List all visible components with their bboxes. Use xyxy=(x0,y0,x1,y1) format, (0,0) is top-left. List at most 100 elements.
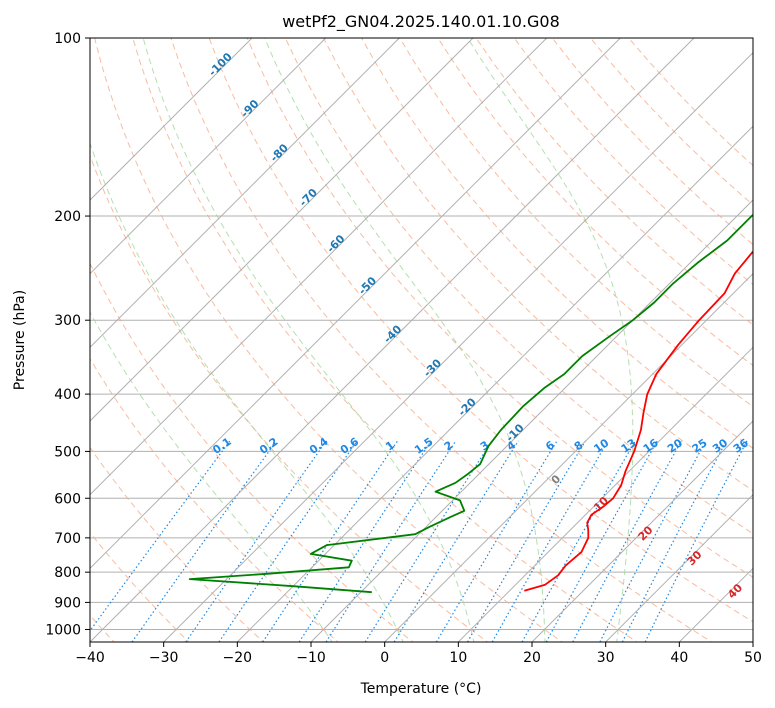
isotherm-line xyxy=(236,125,753,642)
grid-layer xyxy=(90,38,753,630)
dry-adiabat-line xyxy=(361,38,753,449)
isotherm-line xyxy=(457,346,753,642)
y-tick-label: 700 xyxy=(54,531,81,547)
mixing-ratio-line xyxy=(545,440,658,642)
mixing-ratio-label: 0.6 xyxy=(338,435,362,457)
dry-adiabat-line xyxy=(90,446,265,642)
dry-adiabat-line xyxy=(589,38,753,206)
dry-adiabat-line xyxy=(246,38,753,578)
mixing-ratio-line xyxy=(621,440,727,642)
mixing-ratio-label: 0.1 xyxy=(210,435,233,457)
mixing-ratio-line xyxy=(262,440,399,642)
mixing-ratio-label: 16 xyxy=(641,436,661,456)
moist-adiabat-line xyxy=(467,38,634,642)
isotherm-line xyxy=(605,493,753,642)
isotherm-label-warm: 40 xyxy=(725,581,745,601)
plot-frame xyxy=(89,37,754,643)
x-tick-label: −30 xyxy=(149,650,179,666)
dry-adiabat-line xyxy=(170,38,713,642)
dry-adiabat-line xyxy=(551,38,753,246)
isotherm-line xyxy=(384,272,753,642)
mixing-ratio-label: 36 xyxy=(731,436,751,456)
isotherm-label-warm: 30 xyxy=(685,548,705,568)
dry-adiabat-line xyxy=(208,38,753,623)
y-tick-label: 100 xyxy=(54,31,81,47)
x-tick-label: 50 xyxy=(744,650,762,666)
x-axis-label: Temperature (°C) xyxy=(360,681,482,697)
mixing-ratio-label: 20 xyxy=(665,436,685,456)
isotherms-layer xyxy=(90,38,753,642)
mixing-ratio-line xyxy=(644,440,748,642)
mixing-ratio-line xyxy=(90,440,231,632)
dry-adiabat-line xyxy=(475,38,753,326)
mixing-ratio-label: 25 xyxy=(690,436,710,455)
dewpoint-profile-line xyxy=(188,213,753,594)
y-tick-label: 900 xyxy=(54,595,81,611)
y-tick-label: 800 xyxy=(54,565,81,581)
dry-adiabat-line xyxy=(399,38,753,408)
mixing-ratio-line xyxy=(393,440,519,642)
mixing-ratio-line xyxy=(364,440,493,642)
x-tick-label: 20 xyxy=(523,650,541,666)
mixing-ratio-line xyxy=(185,440,327,642)
isotherm-line xyxy=(90,38,695,642)
isotherm-line xyxy=(310,199,753,642)
dry-adiabat-line xyxy=(90,357,339,642)
mixing-ratio-line xyxy=(435,440,558,642)
isotherm-line xyxy=(752,641,753,642)
mixing-ratio-label: 1.5 xyxy=(412,435,435,457)
isotherm-line xyxy=(90,38,400,349)
dry-adiabat-line xyxy=(90,154,489,642)
mixing-ratio-line xyxy=(466,440,587,642)
isotherm-label: -90 xyxy=(238,97,261,120)
x-tick-label: 40 xyxy=(670,650,688,666)
isotherm-line xyxy=(90,38,327,275)
mixing-ratio-line xyxy=(131,440,278,642)
dry-adiabats-layer xyxy=(90,38,753,642)
mixing-ratio-label: 0.2 xyxy=(257,435,280,457)
y-tick-label: 500 xyxy=(54,444,81,460)
isotherm-label: -60 xyxy=(324,232,347,255)
dry-adiabat-line xyxy=(627,38,753,167)
dry-adiabat-line xyxy=(284,38,753,535)
x-tick-label: −20 xyxy=(223,650,253,666)
x-tick-label: 10 xyxy=(449,650,467,666)
y-tick-label: 1000 xyxy=(45,622,81,638)
isotherm-line xyxy=(90,38,621,570)
y-axis-label: Pressure (hPa) xyxy=(12,290,28,390)
mixing-ratio-line xyxy=(521,440,636,642)
isotherm-label-zero: 0 xyxy=(549,472,564,487)
dry-adiabat-line xyxy=(132,38,638,642)
moist-adiabat-line xyxy=(90,310,333,642)
x-tick-label: −40 xyxy=(75,650,105,666)
x-tick-label: −10 xyxy=(296,650,326,666)
moist-adiabat-line xyxy=(264,38,546,642)
mixing-ratio-label: 10 xyxy=(591,436,611,456)
isotherm-line xyxy=(90,38,548,496)
profile-series-layer xyxy=(188,213,753,594)
mixing-ratio-line xyxy=(325,440,457,642)
chart-title: wetPf2_GN04.2025.140.01.10.G08 xyxy=(282,12,560,32)
temperature-profile-line xyxy=(524,250,753,592)
isotherm-label: -70 xyxy=(297,186,320,209)
x-tick-label: 0 xyxy=(380,650,389,666)
isotherm-label: -50 xyxy=(356,274,379,297)
isotherm-label: -30 xyxy=(421,356,444,379)
isotherm-line xyxy=(90,38,474,422)
moist-adiabats-layer xyxy=(90,38,634,642)
axes-layer: −40 −30 −20 −10 0 10 20 30 40 5010009008007006005… xyxy=(45,31,762,666)
x-tick-label: 30 xyxy=(597,650,615,666)
y-tick-label: 600 xyxy=(54,491,81,507)
mixing-ratio-line xyxy=(599,440,707,642)
mixing-ratio-label: 0.4 xyxy=(307,435,331,457)
y-tick-label: 400 xyxy=(54,387,81,403)
isotherm-label: -100 xyxy=(206,50,235,79)
mixing-ratio-line xyxy=(218,440,358,642)
isotherm-line xyxy=(163,51,753,642)
isotherm-line xyxy=(531,420,753,642)
y-tick-label: 200 xyxy=(54,209,81,225)
dry-adiabat-line xyxy=(94,38,564,642)
isotherm-label-warm: 20 xyxy=(636,523,656,543)
